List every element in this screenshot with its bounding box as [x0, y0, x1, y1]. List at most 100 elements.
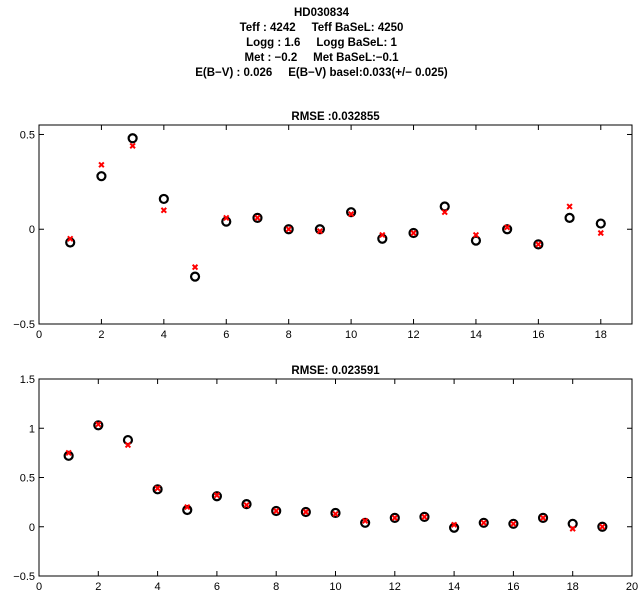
- plot-2-axes-box: [38, 378, 633, 577]
- plot-2-title: RMSE: 0.023591: [291, 365, 380, 377]
- circle-point: [346, 207, 357, 218]
- y-tick-label: 0.5: [20, 129, 35, 141]
- cross-point: [332, 510, 339, 518]
- circle-point: [478, 517, 489, 528]
- x-tick-label: 14: [470, 329, 482, 341]
- x-tick-label: 10: [345, 329, 357, 341]
- cross-point: [504, 224, 511, 231]
- circle-point: [283, 224, 294, 235]
- y-tick-label: 0: [29, 224, 35, 236]
- x-tick-label: 0: [36, 329, 42, 341]
- x-tick-label: 14: [448, 581, 460, 592]
- cross-point: [273, 507, 280, 515]
- x-tick-label: 20: [626, 581, 638, 592]
- circle-point: [314, 224, 325, 235]
- circle-point: [158, 193, 169, 205]
- cross-point: [98, 161, 105, 168]
- circle-point: [502, 224, 513, 235]
- circle-point: [211, 491, 222, 502]
- x-tick-label: 6: [223, 329, 229, 341]
- cross-point: [243, 501, 250, 509]
- circle-point: [419, 511, 430, 523]
- cross-point: [160, 207, 167, 214]
- y-tick-label: 1: [29, 423, 35, 435]
- y-tick-label: 0: [29, 522, 35, 534]
- cross-point: [285, 226, 292, 233]
- circle-point: [93, 420, 104, 431]
- circle-point: [439, 201, 450, 212]
- cross-point: [421, 513, 428, 521]
- x-tick-label: 18: [567, 581, 579, 592]
- circle-point: [300, 506, 311, 518]
- cross-point: [410, 229, 417, 237]
- circle-point: [96, 171, 107, 182]
- cross-point: [480, 519, 487, 526]
- cross-point: [566, 203, 573, 210]
- circle-point: [189, 271, 201, 282]
- circle-point: [241, 498, 252, 510]
- circle-point: [389, 512, 400, 523]
- cross-point: [450, 521, 458, 528]
- cross-point: [129, 142, 136, 149]
- circle-point: [597, 521, 608, 532]
- x-tick-label: 16: [507, 581, 519, 592]
- circle-point: [408, 227, 419, 239]
- cross-point: [379, 231, 386, 239]
- x-tick-label: 0: [36, 581, 42, 592]
- y-tick-label: 0.5: [20, 473, 35, 485]
- x-tick-label: 4: [155, 581, 161, 592]
- x-tick-label: 12: [407, 329, 419, 341]
- x-tick-label: 12: [389, 581, 401, 592]
- cross-point: [597, 229, 604, 237]
- x-tick-label: 16: [532, 329, 544, 341]
- circle-point: [271, 505, 282, 517]
- circle-point: [360, 517, 371, 528]
- x-tick-label: 2: [98, 329, 104, 341]
- cross-point: [510, 520, 517, 527]
- cross-point: [599, 523, 606, 530]
- cross-point: [154, 485, 161, 492]
- y-tick-label: −0.5: [13, 571, 35, 583]
- cross-point: [362, 517, 369, 524]
- x-tick-label: 6: [214, 581, 220, 592]
- x-tick-label: 18: [595, 329, 607, 341]
- plot-1-title: RMSE :0.032855: [291, 111, 380, 123]
- teff-line: Teff : 4242 Teff BaSeL: 4250: [239, 22, 404, 34]
- cross-point: [391, 514, 398, 521]
- cross-point: [302, 508, 309, 516]
- cross-point: [67, 235, 74, 242]
- cross-point: [223, 214, 230, 221]
- ebv-line: E(B−V) : 0.026 E(B−V) basel:0.033(+/− 0.…: [195, 67, 448, 79]
- circle-point: [330, 507, 341, 519]
- cross-point: [184, 503, 191, 511]
- cross-point: [347, 210, 355, 218]
- cross-point: [472, 231, 480, 239]
- y-tick-label: 1.5: [20, 374, 35, 386]
- circle-point: [508, 518, 519, 529]
- circle-point: [595, 218, 606, 229]
- circle-point: [564, 212, 575, 223]
- y-tick-label: −0.5: [13, 319, 35, 331]
- circle-point: [537, 512, 549, 523]
- x-tick-label: 4: [161, 329, 167, 341]
- cross-point: [213, 492, 221, 499]
- plot-1-axes-box: [38, 124, 633, 325]
- x-tick-label: 2: [95, 581, 101, 592]
- cross-point: [569, 525, 576, 532]
- circle-point: [533, 239, 544, 250]
- cross-point: [124, 441, 132, 449]
- star-name: HD030834: [294, 7, 349, 19]
- cross-point: [535, 241, 542, 248]
- x-tick-label: 8: [273, 581, 279, 592]
- cross-point: [95, 421, 102, 428]
- cross-point: [441, 209, 448, 216]
- cross-point: [191, 264, 199, 271]
- met-line: Met : −0.2 Met BaSeL:−0.1: [244, 52, 399, 64]
- cross-point: [316, 228, 324, 235]
- x-tick-label: 8: [286, 329, 292, 341]
- cross-point: [254, 214, 261, 221]
- circle-point: [127, 133, 138, 144]
- circle-point: [252, 212, 263, 223]
- x-tick-label: 10: [329, 581, 341, 592]
